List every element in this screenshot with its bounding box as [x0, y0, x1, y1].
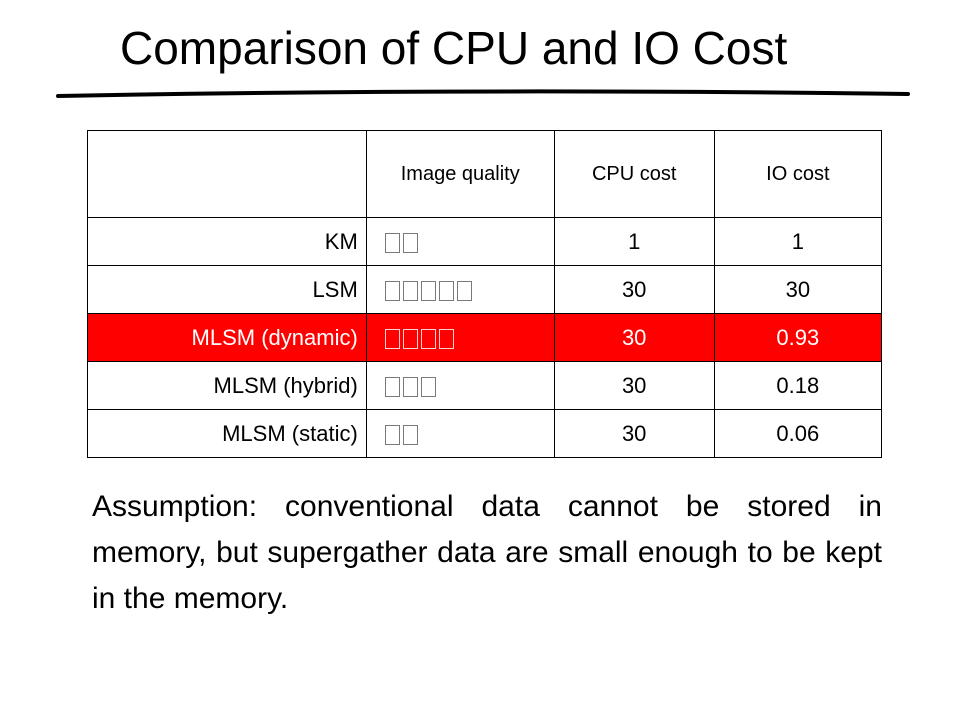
- quality-mark-icon: [384, 328, 400, 349]
- image-quality-rating: [365, 265, 555, 314]
- table-row: MLSM (hybrid) 30 0.18: [87, 361, 883, 410]
- table-row: MLSM (dynamic) 30 0.93: [87, 313, 883, 362]
- method-label: MLSM (hybrid): [87, 361, 367, 410]
- quality-mark-icon: [384, 376, 400, 397]
- table-row: MLSM (static) 30 0.06: [87, 409, 883, 458]
- quality-mark-icon: [384, 232, 400, 253]
- image-quality-rating: [365, 217, 555, 266]
- image-quality-rating: [365, 313, 555, 362]
- quality-mark-icon: [384, 424, 400, 445]
- quality-mark-icon: [456, 280, 472, 301]
- slide-title: Comparison of CPU and IO Cost: [120, 22, 788, 74]
- quality-mark-icon: [402, 280, 418, 301]
- quality-mark-icon: [384, 280, 400, 301]
- method-label: KM: [87, 217, 367, 266]
- method-label: LSM: [87, 265, 367, 314]
- cpu-cost-value: 30: [553, 313, 715, 362]
- quality-marks: [384, 280, 472, 301]
- header-cpu-cost: CPU cost: [553, 130, 715, 218]
- table-row: LSM 30 30: [87, 265, 883, 314]
- quality-mark-icon: [420, 280, 436, 301]
- cpu-cost-value: 30: [553, 361, 715, 410]
- header-image-quality: Image quality: [365, 130, 555, 218]
- method-label: MLSM (static): [87, 409, 367, 458]
- header-cell-blank: [87, 130, 367, 218]
- quality-mark-icon: [402, 424, 418, 445]
- io-cost-value: 1: [713, 217, 883, 266]
- quality-mark-icon: [402, 232, 418, 253]
- quality-mark-icon: [402, 376, 418, 397]
- cost-comparison-table: Image quality CPU cost IO cost KM 1 1 LS…: [87, 130, 883, 458]
- quality-marks: [384, 424, 418, 445]
- cpu-cost-value: 30: [553, 409, 715, 458]
- title-underline: [56, 89, 910, 98]
- image-quality-rating: [365, 409, 555, 458]
- method-label: MLSM (dynamic): [87, 313, 367, 362]
- io-cost-value: 0.18: [713, 361, 883, 410]
- cpu-cost-value: 30: [553, 265, 715, 314]
- assumption-text: Assumption: conventional data cannot be …: [92, 490, 882, 615]
- quality-mark-icon: [438, 328, 454, 349]
- quality-marks: [384, 232, 418, 253]
- quality-mark-icon: [438, 280, 454, 301]
- io-cost-value: 0.93: [713, 313, 883, 362]
- quality-mark-icon: [402, 328, 418, 349]
- table-header-row: Image quality CPU cost IO cost: [87, 130, 883, 218]
- quality-mark-icon: [420, 328, 436, 349]
- table-row: KM 1 1: [87, 217, 883, 266]
- image-quality-rating: [365, 361, 555, 410]
- io-cost-value: 0.06: [713, 409, 883, 458]
- cpu-cost-value: 1: [553, 217, 715, 266]
- quality-marks: [384, 328, 454, 349]
- quality-mark-icon: [420, 376, 436, 397]
- header-io-cost: IO cost: [713, 130, 883, 218]
- io-cost-value: 30: [713, 265, 883, 314]
- quality-marks: [384, 376, 436, 397]
